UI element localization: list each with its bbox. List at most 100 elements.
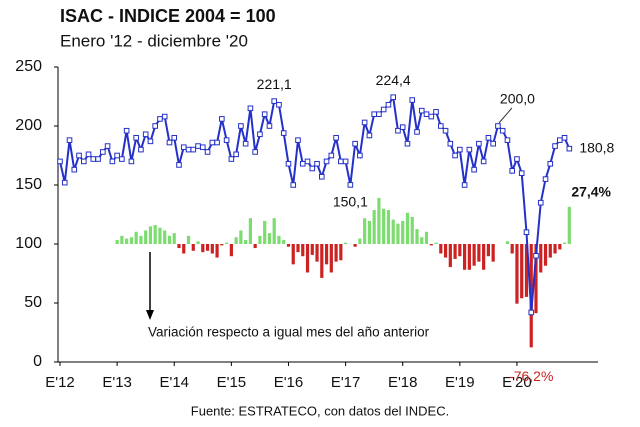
arrow-head [146,310,154,320]
marker [523,229,530,235]
bar [562,242,567,244]
marker [100,149,106,155]
chart-subtitle: Enero '12 - diciembre '20 [60,31,248,50]
marker [542,176,549,182]
marker [128,158,135,165]
bar [291,244,295,265]
bar [429,244,433,246]
bar [229,244,233,257]
marker [528,309,535,316]
bar [301,244,305,257]
marker [276,101,282,108]
bar [120,235,124,244]
marker [566,145,573,152]
bar [244,239,248,244]
bar [448,244,452,268]
marker [176,162,182,168]
marker [95,156,101,162]
y-tick-label: 200 [15,117,42,134]
bar [434,242,438,244]
marker [395,127,401,134]
bar [148,226,153,244]
marker [471,166,477,173]
data-label: 27,4% [571,184,611,200]
marker [504,137,511,143]
marker [71,166,78,173]
bar [167,235,172,244]
marker [228,156,235,162]
marker [480,158,487,165]
bar [163,230,167,244]
y-tick-label: 100 [15,235,42,252]
bar [339,244,343,261]
marker [423,111,430,118]
marker [495,123,501,129]
bar [220,244,224,246]
bar [234,237,238,244]
bar [129,237,133,244]
marker [76,152,82,159]
x-tick-label: E'20 [502,374,532,391]
marker [214,139,220,146]
marker [157,116,163,122]
bar [443,244,448,258]
bar [472,244,476,266]
bar [467,244,471,270]
marker [552,143,558,149]
x-tick-label: E'17 [331,374,361,391]
marker [138,146,144,153]
marker [209,139,216,146]
marker [561,135,568,141]
data-label: -76,2% [509,368,553,384]
marker [314,160,320,167]
bar [401,220,405,244]
bar [267,233,272,244]
source: Fuente: ESTRATECO, con datos del INDEC. [191,403,449,418]
annotation: Variación respecto a igual mes del año a… [148,325,430,340]
marker [499,127,506,134]
bar [420,237,424,244]
marker [119,156,125,162]
marker [352,140,358,147]
marker [66,137,73,143]
marker [290,182,297,188]
bar [363,218,367,244]
bar [210,244,214,254]
bar [115,239,119,244]
bar [391,219,395,244]
bar [515,244,519,304]
bar [505,241,510,244]
bar [367,220,371,244]
bar [191,244,195,251]
marker [404,140,411,147]
marker [261,111,268,118]
marker [380,106,387,113]
marker [485,135,492,141]
bar [329,244,333,273]
marker [466,146,473,153]
bar [486,244,490,257]
marker [295,137,301,143]
bar [553,244,557,254]
marker [366,132,373,139]
bar [139,235,143,244]
marker [142,131,149,138]
bar [477,244,481,262]
marker [304,158,311,165]
marker [161,113,168,120]
marker [109,158,116,165]
marker [509,168,515,174]
marker [547,160,554,167]
marker [85,151,92,158]
marker [223,137,230,143]
marker [390,94,396,101]
x-tick-label: E'16 [274,374,304,391]
marker [247,105,254,112]
marker [280,130,287,136]
marker [361,119,368,126]
marker [252,149,258,155]
marker [57,158,63,165]
marker [271,98,277,104]
bar [182,244,186,254]
